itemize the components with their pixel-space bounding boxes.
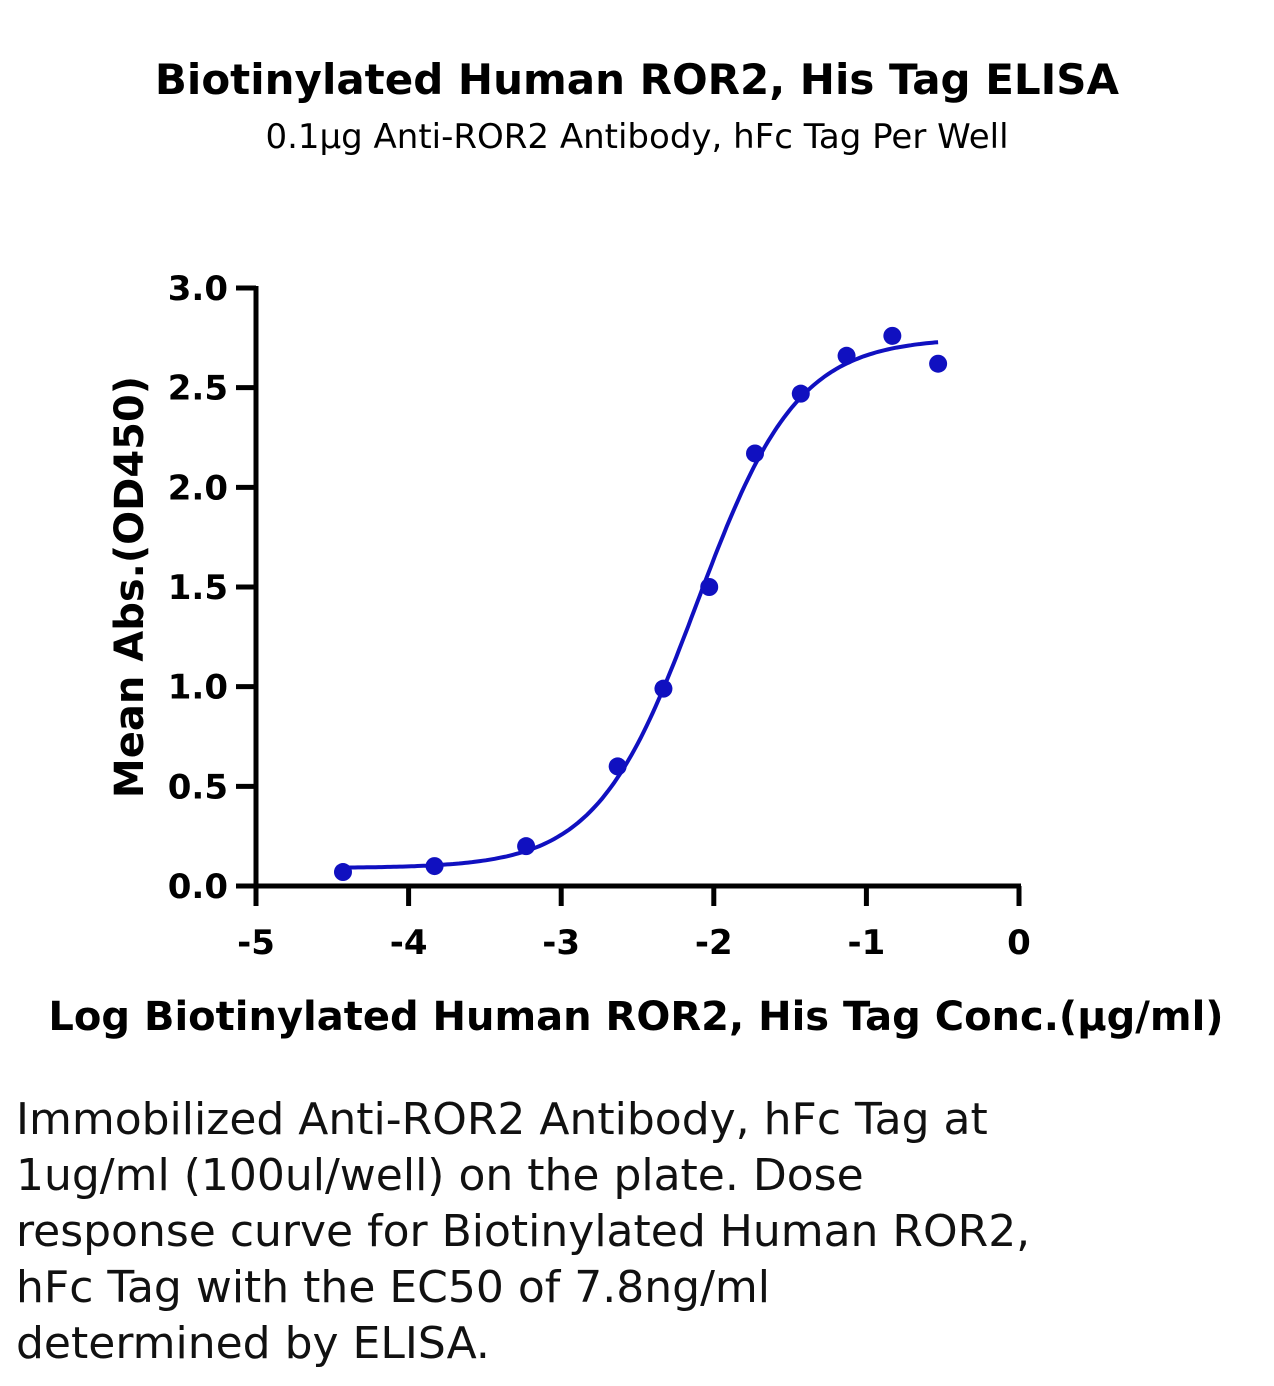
data-point <box>837 346 856 365</box>
x-tick-label: -5 <box>237 923 275 963</box>
data-points <box>333 326 948 882</box>
y-tick-label: 0.5 <box>168 767 228 807</box>
data-point <box>700 578 719 596</box>
y-tick-label: 0.0 <box>168 867 228 907</box>
y-tick-label: 3.0 <box>168 269 228 309</box>
x-tick-label: 0 <box>1007 923 1031 963</box>
y-tick-label: 1.0 <box>168 668 228 708</box>
data-point <box>654 679 673 698</box>
data-point <box>929 354 948 373</box>
x-tick-label: -2 <box>695 923 733 963</box>
figure-caption: Immobilized Anti-ROR2 Antibody, hFc Tag … <box>16 1094 1031 1369</box>
x-tick-label: -1 <box>848 923 886 963</box>
data-point <box>746 444 765 463</box>
x-tick-label: -3 <box>542 923 580 963</box>
chart-subtitle: 0.1µg Anti-ROR2 Antibody, hFc Tag Per We… <box>265 117 1008 157</box>
y-axis-label: Mean Abs.(OD450) <box>107 376 153 798</box>
data-point <box>608 757 627 776</box>
data-point <box>333 863 352 882</box>
axes: 0.0 0.5 1.0 1.5 2.0 2.5 3.0 -5 -4 -3 -2 -1 0 <box>168 269 1031 963</box>
fit-curve <box>343 340 939 870</box>
fit-curve-layer <box>343 340 939 870</box>
chart-title: Biotinylated Human ROR2, His Tag ELISA <box>155 55 1120 104</box>
x-axis-label: Log Biotinylated Human ROR2, His Tag Con… <box>48 994 1223 1040</box>
elisa-chart: Biotinylated Human ROR2, His Tag ELISA 0… <box>48 55 1223 1040</box>
x-tick-label: -4 <box>390 923 428 963</box>
data-point <box>791 384 810 403</box>
data-point <box>425 857 444 876</box>
y-tick-label: 1.5 <box>168 568 228 608</box>
data-point <box>883 326 902 345</box>
data-point <box>517 837 536 856</box>
y-tick-label: 2.0 <box>168 468 228 508</box>
y-tick-label: 2.5 <box>168 369 228 409</box>
